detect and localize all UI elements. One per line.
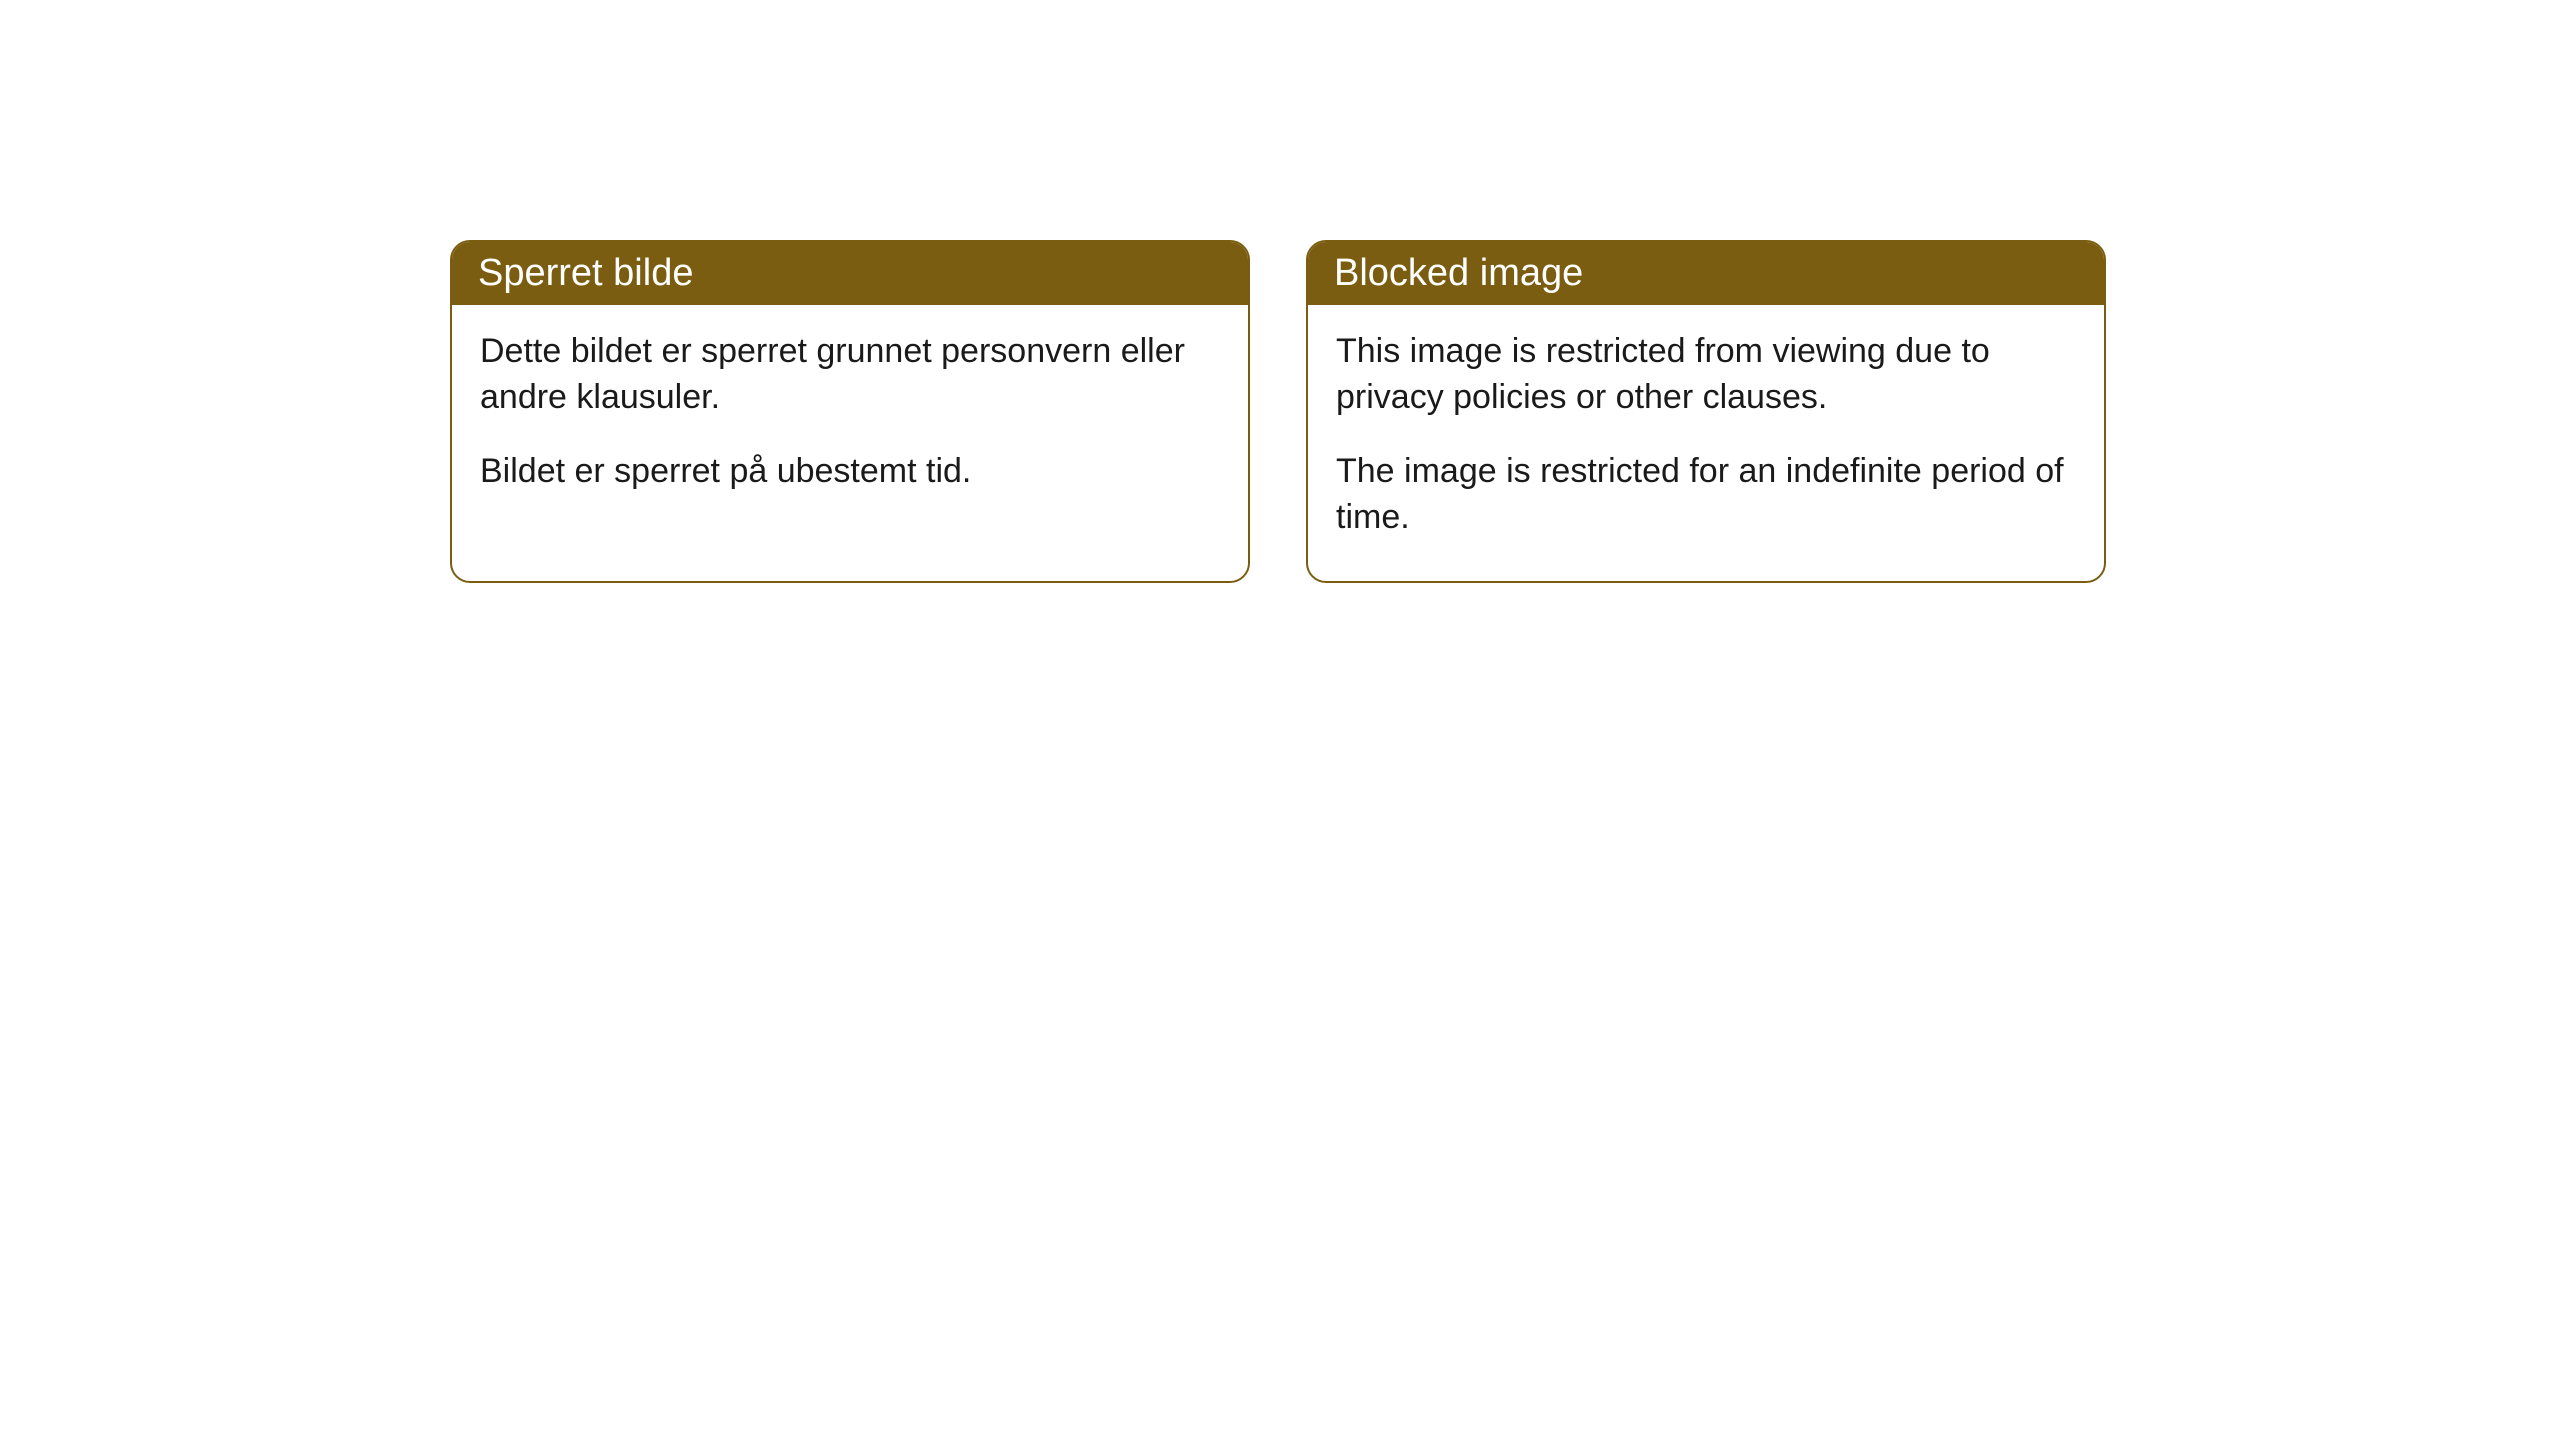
card-body-no: Dette bildet er sperret grunnet personve…	[452, 305, 1248, 535]
card-body-en: This image is restricted from viewing du…	[1308, 305, 2104, 581]
card-paragraph-2-en: The image is restricted for an indefinit…	[1336, 449, 2076, 541]
card-header-no: Sperret bilde	[452, 242, 1248, 305]
card-paragraph-1-en: This image is restricted from viewing du…	[1336, 329, 2076, 421]
card-container: Sperret bilde Dette bildet er sperret gr…	[0, 0, 2560, 583]
card-paragraph-2-no: Bildet er sperret på ubestemt tid.	[480, 449, 1220, 495]
blocked-image-card-en: Blocked image This image is restricted f…	[1306, 240, 2106, 583]
blocked-image-card-no: Sperret bilde Dette bildet er sperret gr…	[450, 240, 1250, 583]
card-header-en: Blocked image	[1308, 242, 2104, 305]
card-paragraph-1-no: Dette bildet er sperret grunnet personve…	[480, 329, 1220, 421]
